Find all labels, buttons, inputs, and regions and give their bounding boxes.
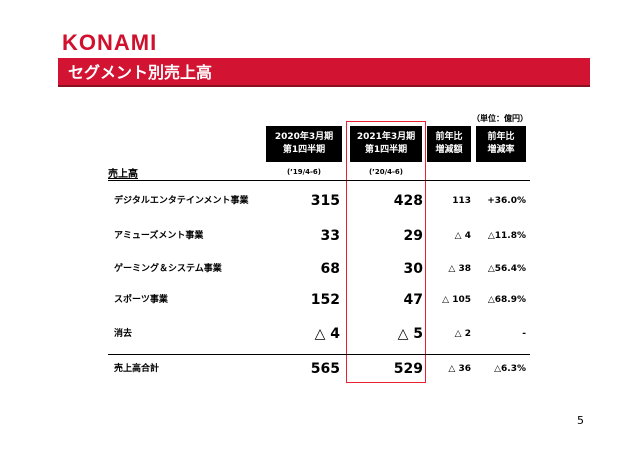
header-line: 前年比 bbox=[487, 132, 515, 142]
value-rate: △56.4% bbox=[487, 264, 526, 274]
value-curr: △ 5 bbox=[397, 326, 423, 342]
value-diff: △ 105 bbox=[442, 295, 471, 305]
value-prev: 315 bbox=[310, 193, 340, 209]
header-fy2021-q1: 2021年3月期 第1四半期 bbox=[350, 126, 422, 162]
table-row: 消去 △ 4 △ 5 △ 2 - bbox=[0, 324, 640, 344]
header-line: 増減率 bbox=[487, 145, 515, 155]
header-yoy-change: 前年比 増減額 bbox=[427, 126, 471, 162]
table-row: アミューズメント事業 33 29 △ 4 △11.8% bbox=[0, 226, 640, 246]
unit-note: （単位：億円） bbox=[472, 114, 528, 123]
value-prev: △ 4 bbox=[314, 326, 340, 342]
row-label: 売上高合計 bbox=[114, 364, 160, 374]
value-diff: △ 2 bbox=[454, 329, 471, 339]
header-yoy-rate: 前年比 増減率 bbox=[476, 126, 526, 162]
row-label: スポーツ事業 bbox=[114, 295, 168, 305]
table-row-total: 売上高合計 565 529 △ 36 △6.3% bbox=[0, 359, 640, 379]
total-divider bbox=[108, 354, 530, 355]
value-rate: △6.3% bbox=[494, 364, 526, 374]
table-row: ゲーミング＆システム事業 68 30 △ 38 △56.4% bbox=[0, 259, 640, 279]
period-fy2021-q1: (’20/4-6) bbox=[368, 168, 403, 176]
value-rate: △68.9% bbox=[487, 295, 526, 305]
value-prev: 565 bbox=[310, 361, 340, 377]
row-label: アミューズメント事業 bbox=[114, 231, 204, 241]
row-label: ゲーミング＆システム事業 bbox=[114, 264, 222, 274]
header-line: 前年比 bbox=[435, 132, 463, 142]
value-diff: 113 bbox=[452, 196, 471, 206]
value-rate: +36.0% bbox=[487, 196, 526, 206]
section-divider bbox=[108, 180, 530, 181]
value-prev: 68 bbox=[320, 261, 340, 277]
value-prev: 33 bbox=[320, 228, 340, 244]
row-label: 消去 bbox=[114, 329, 133, 339]
value-prev: 152 bbox=[310, 292, 340, 308]
header-line: 増減額 bbox=[435, 145, 463, 155]
section-label-sales: 売上高 bbox=[108, 169, 138, 180]
table-row: スポーツ事業 152 47 △ 105 △68.9% bbox=[0, 290, 640, 310]
value-curr: 428 bbox=[393, 193, 423, 209]
header-fy2020-q1: 2020年3月期 第1四半期 bbox=[266, 126, 342, 162]
value-rate: △11.8% bbox=[487, 231, 526, 241]
value-curr: 29 bbox=[403, 228, 423, 244]
current-quarter-highlight bbox=[346, 121, 426, 383]
value-curr: 30 bbox=[403, 261, 423, 277]
value-diff: △ 38 bbox=[448, 264, 471, 274]
value-curr: 47 bbox=[403, 292, 423, 308]
page-number: 5 bbox=[577, 414, 584, 427]
value-curr: 529 bbox=[393, 361, 423, 377]
value-diff: △ 4 bbox=[454, 231, 471, 241]
value-diff: △ 36 bbox=[448, 364, 471, 374]
period-fy2020-q1: (’19/4-6) bbox=[286, 168, 321, 176]
header-line: 2020年3月期 bbox=[274, 132, 334, 142]
value-rate: - bbox=[522, 329, 526, 339]
header-line: 2021年3月期 bbox=[356, 132, 416, 142]
header-line: 第1四半期 bbox=[282, 145, 326, 155]
header-line: 第1四半期 bbox=[364, 145, 408, 155]
slide-title: セグメント別売上高 bbox=[58, 58, 590, 87]
row-label: デジタルエンタテインメント事業 bbox=[114, 196, 249, 206]
table-row: デジタルエンタテインメント事業 315 428 113 +36.0% bbox=[0, 191, 640, 211]
konami-logo: KONAMI bbox=[62, 30, 158, 55]
